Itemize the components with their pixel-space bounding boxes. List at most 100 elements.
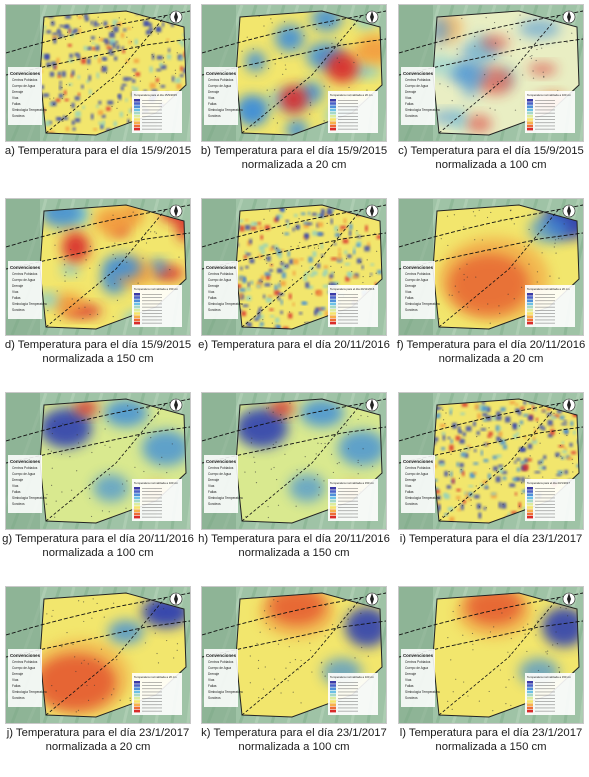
temperature-map: Convenciones Centros Poblados Cuerpo de Ag… — [5, 392, 191, 530]
legend-item: Drenaje — [12, 90, 23, 94]
map-panel-h: Convenciones Centros Poblados Cuerpo de Ag… — [198, 392, 390, 582]
legend-item: Fallas — [405, 102, 414, 106]
legend-heading: Convenciones — [403, 459, 434, 464]
legend-item: Centros Poblados — [208, 272, 234, 276]
caption-line-2: normalizada a 150 cm — [238, 547, 350, 559]
legend-item: Centros Poblados — [12, 660, 38, 664]
panel-caption: b) Temperatura para el día 15/9/2015 norm… — [195, 144, 393, 172]
legend-heading: Convenciones — [206, 653, 237, 658]
legend-item: Sondeos — [12, 114, 25, 118]
map-panel-g: Convenciones Centros Poblados Cuerpo de Ag… — [2, 392, 194, 582]
panel-caption: g) Temperatura para el día 20/11/2016 nor… — [0, 532, 197, 560]
legend-item: Centros Poblados — [405, 272, 431, 276]
panel-caption: f) Temperatura para el día 20/11/2016 nor… — [392, 338, 589, 366]
caption-line-2: normalizada a 150 cm — [42, 353, 154, 365]
legend-item: Sondeos — [405, 696, 418, 700]
legend-item: Sondeos — [208, 308, 221, 312]
legend-heading: Convenciones — [10, 265, 41, 270]
legend-item: Fallas — [208, 684, 217, 688]
legend-item: Centros Poblados — [208, 660, 234, 664]
legend-item: Sondeos — [208, 696, 221, 700]
legend-item: Cuerpo de Agua — [405, 666, 428, 670]
legend-item: Fallas — [12, 684, 21, 688]
legend-item: Centros Poblados — [405, 660, 431, 664]
legend-item: Vías — [208, 484, 215, 488]
legend-heading: Convenciones — [10, 71, 41, 76]
legend-item: Centros Poblados — [12, 78, 38, 82]
legend-item: Drenaje — [405, 284, 416, 288]
map-panel-d: Convenciones Centros Poblados Cuerpo de Ag… — [5, 198, 191, 388]
caption-line-1: l) Temperatura para el día 23/1/2017 — [399, 727, 583, 739]
map-panel-f: Convenciones Centros Poblados Cuerpo de Ag… — [397, 198, 585, 388]
caption-line-1: g) Temperatura para el día 20/11/2016 — [2, 533, 194, 545]
legend-item: Drenaje — [208, 672, 219, 676]
caption-line-1: i) Temperatura para el día 23/1/2017 — [399, 533, 583, 545]
legend-item: Vías — [12, 484, 19, 488]
map-panel-e: Convenciones Centros Poblados Cuerpo de Ag… — [198, 198, 390, 388]
legend-item: Vías — [405, 96, 412, 100]
ramp-legend-title: Temperatura normalizada a 150 cm — [134, 287, 179, 291]
legend-item: Centros Poblados — [12, 466, 38, 470]
legend-item: Centros Poblados — [208, 466, 234, 470]
caption-line-1: e) Temperatura para el día 20/11/2016 — [198, 339, 390, 351]
panel-caption: c) Temperatura para el día 15/9/2015 norm… — [392, 144, 589, 172]
legend-item: Simbología Temperatura — [208, 690, 243, 694]
legend-item: Sondeos — [405, 114, 418, 118]
temperature-map: Convenciones Centros Poblados Cuerpo de Ag… — [201, 4, 387, 142]
legend-item: Centros Poblados — [405, 466, 431, 470]
legend-item: Cuerpo de Agua — [12, 278, 35, 282]
legend-item: Fallas — [12, 296, 21, 300]
temperature-map: Convenciones Centros Poblados Cuerpo de Ag… — [398, 198, 584, 336]
legend-item: Fallas — [12, 490, 21, 494]
ramp-legend-title: Temperatura normalizada a 100 cm — [134, 481, 179, 485]
legend-item: Fallas — [405, 684, 414, 688]
legend-item: Cuerpo de Agua — [405, 84, 428, 88]
legend-item: Simbología Temperatura — [12, 302, 47, 306]
legend-item: Sondeos — [208, 114, 221, 118]
temperature-map: Convenciones Centros Poblados Cuerpo de Ag… — [201, 198, 387, 336]
legend-item: Sondeos — [12, 308, 25, 312]
map-panel-l: Convenciones Centros Poblados Cuerpo de Ag… — [398, 586, 584, 776]
legend-item: Sondeos — [208, 502, 221, 506]
temperature-map: Convenciones Centros Poblados Cuerpo de Ag… — [5, 198, 191, 336]
panel-caption: k) Temperatura para el día 23/1/2017 norm… — [195, 726, 393, 754]
legend-item: Fallas — [405, 490, 414, 494]
caption-line-1: d) Temperatura para el día 15/9/2015 — [4, 339, 192, 351]
temperature-map: Convenciones Centros Poblados Cuerpo de Ag… — [5, 4, 191, 142]
caption-line-2: normalizada a 150 cm — [435, 741, 547, 753]
legend-item: Cuerpo de Agua — [12, 666, 35, 670]
temperature-map: Convenciones Centros Poblados Cuerpo de Ag… — [201, 392, 387, 530]
legend-item: Cuerpo de Agua — [405, 278, 428, 282]
panel-caption: l) Temperatura para el día 23/1/2017 norm… — [392, 726, 589, 754]
caption-line-1: j) Temperatura para el día 23/1/2017 — [6, 727, 190, 739]
panel-caption: e) Temperatura para el día 20/11/2016 — [195, 338, 393, 352]
temperature-map: Convenciones Centros Poblados Cuerpo de Ag… — [5, 586, 191, 724]
temperature-map: Convenciones Centros Poblados Cuerpo de Ag… — [201, 586, 387, 724]
legend-item: Cuerpo de Agua — [12, 84, 35, 88]
legend-item: Centros Poblados — [12, 272, 38, 276]
legend-heading: Convenciones — [403, 653, 434, 658]
caption-line-2: normalizada a 20 cm — [438, 353, 544, 365]
legend-heading: Convenciones — [403, 71, 434, 76]
legend-item: Vías — [208, 290, 215, 294]
caption-line-2: normalizada a 20 cm — [45, 741, 151, 753]
legend-heading: Convenciones — [403, 265, 434, 270]
legend-item: Sondeos — [405, 308, 418, 312]
legend-item: Vías — [405, 290, 412, 294]
legend-item: Cuerpo de Agua — [208, 472, 231, 476]
legend-heading: Convenciones — [206, 459, 237, 464]
legend-item: Vías — [405, 484, 412, 488]
legend-item: Centros Poblados — [208, 78, 234, 82]
legend-item: Drenaje — [12, 284, 23, 288]
legend-item: Drenaje — [12, 478, 23, 482]
map-panel-c: Convenciones Centros Poblados Cuerpo de Ag… — [398, 4, 584, 194]
legend-heading: Convenciones — [10, 653, 41, 658]
panel-caption: a) Temperatura para el día 15/9/2015 — [0, 144, 197, 158]
ramp-legend-title: Temperatura normalizada a 20 cm — [134, 675, 177, 679]
ramp-legend-title: Temperatura para el día 15/9/2015 — [134, 93, 177, 97]
legend-item: Simbología Temperatura — [405, 496, 440, 500]
caption-line-1: c) Temperatura para el día 15/9/2015 — [398, 145, 584, 157]
legend-item: Sondeos — [12, 502, 25, 506]
ramp-legend-title: Temperatura normalizada a 100 cm — [330, 675, 375, 679]
legend-item: Simbología Temperatura — [208, 302, 243, 306]
